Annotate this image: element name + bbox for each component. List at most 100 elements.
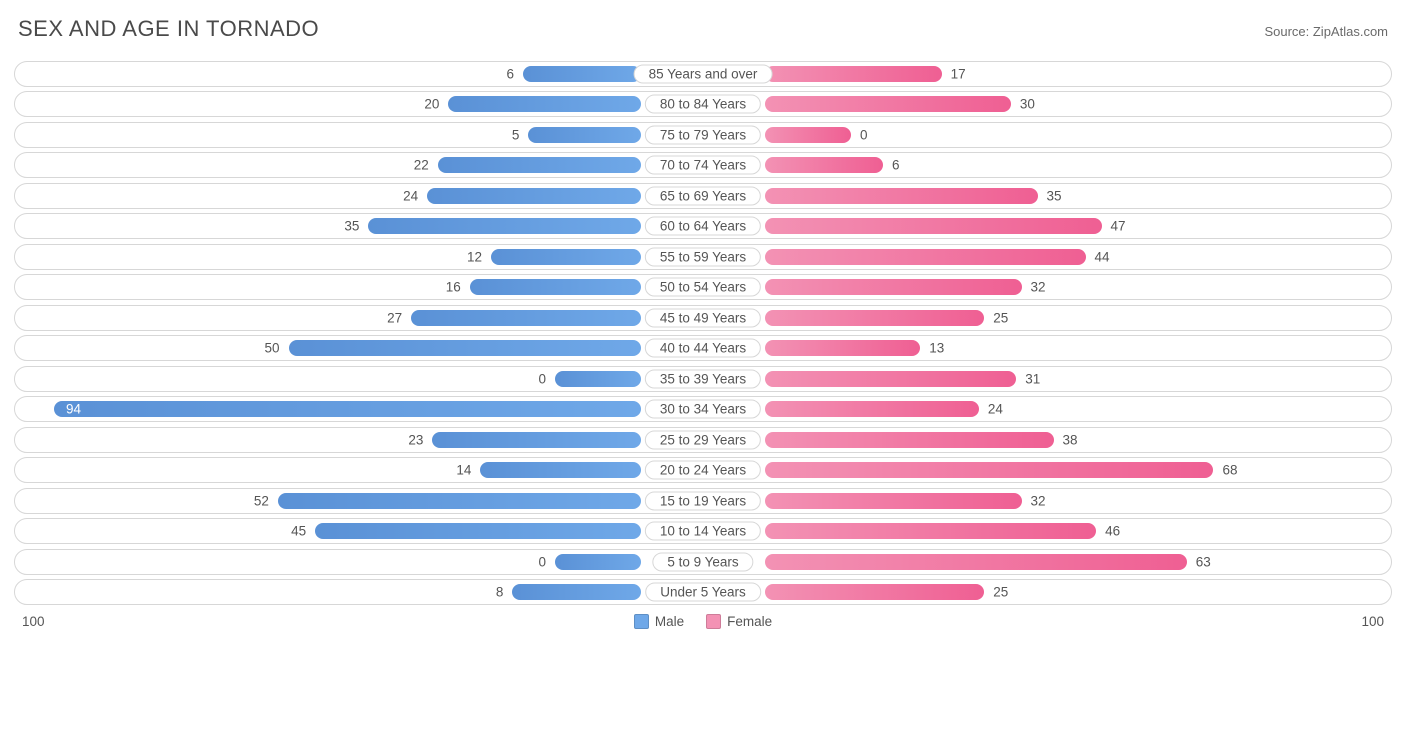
- legend-label: Male: [655, 614, 684, 629]
- male-bar: [427, 188, 641, 204]
- male-bar: [438, 157, 641, 173]
- chart-row: 20 to 24 Years1468: [14, 457, 1392, 483]
- age-group-label: 65 to 69 Years: [645, 186, 761, 205]
- male-value: 8: [496, 585, 504, 600]
- male-bar: [289, 340, 642, 356]
- female-value: 17: [951, 66, 966, 81]
- chart-row: 80 to 84 Years2030: [14, 91, 1392, 117]
- female-value: 32: [1031, 280, 1046, 295]
- axis-left-max: 100: [22, 614, 45, 629]
- female-value: 35: [1047, 188, 1062, 203]
- age-group-label: 25 to 29 Years: [645, 430, 761, 449]
- male-value: 16: [446, 280, 461, 295]
- male-bar: [368, 218, 641, 234]
- male-bar: [523, 66, 641, 82]
- female-value: 13: [929, 341, 944, 356]
- chart-row: 75 to 79 Years50: [14, 122, 1392, 148]
- female-value: 63: [1196, 554, 1211, 569]
- male-value: 45: [291, 524, 306, 539]
- legend-swatch: [706, 614, 721, 629]
- chart-row: 40 to 44 Years5013: [14, 335, 1392, 361]
- male-bar: [448, 96, 641, 112]
- chart-row: 70 to 74 Years 22 6: [14, 152, 1392, 178]
- female-value: 68: [1222, 463, 1237, 478]
- age-group-label: 30 to 34 Years: [645, 400, 761, 419]
- female-value: 38: [1063, 432, 1078, 447]
- chart-row: 5 to 9 Years 0 63: [14, 549, 1392, 575]
- male-bar: [278, 493, 641, 509]
- chart-row: 10 to 14 Years 45 46: [14, 518, 1392, 544]
- male-value: 22: [414, 158, 429, 173]
- chart-row: 60 to 64 Years3547: [14, 213, 1392, 239]
- legend-item: Male: [634, 614, 684, 629]
- male-bar: [480, 462, 641, 478]
- male-bar: [432, 432, 641, 448]
- age-group-label: 80 to 84 Years: [645, 95, 761, 114]
- male-bar: [491, 249, 641, 265]
- male-value: 12: [467, 249, 482, 264]
- male-value: 27: [387, 310, 402, 325]
- chart-row: 45 to 49 Years2725: [14, 305, 1392, 331]
- male-bar: [315, 523, 641, 539]
- male-bar: [528, 127, 641, 143]
- male-value: 35: [344, 219, 359, 234]
- female-bar: [765, 493, 1022, 509]
- age-group-label: 10 to 14 Years: [645, 522, 761, 541]
- female-value: 25: [993, 585, 1008, 600]
- female-value: 25: [993, 310, 1008, 325]
- female-bar: [765, 127, 851, 143]
- female-value: 6: [892, 158, 900, 173]
- male-bar: [512, 584, 641, 600]
- age-group-label: 55 to 59 Years: [645, 247, 761, 266]
- female-value: 47: [1111, 219, 1126, 234]
- chart-row: Under 5 Years 8 25: [14, 579, 1392, 605]
- female-bar: [765, 523, 1096, 539]
- axis-right-max: 100: [1361, 614, 1384, 629]
- chart-source: Source: ZipAtlas.com: [1264, 24, 1388, 39]
- legend-label: Female: [727, 614, 772, 629]
- age-group-label: Under 5 Years: [645, 583, 761, 602]
- female-bar: [765, 310, 984, 326]
- female-bar: [765, 432, 1054, 448]
- chart-title: SEX AND AGE IN TORNADO: [18, 16, 319, 42]
- female-bar: [765, 279, 1022, 295]
- male-value: 0: [538, 371, 546, 386]
- female-bar: [765, 249, 1086, 265]
- female-bar: [765, 218, 1102, 234]
- chart-row: 50 to 54 Years 16 32: [14, 274, 1392, 300]
- chart-row: 85 Years and over617: [14, 61, 1392, 87]
- male-value: 6: [507, 66, 515, 81]
- male-value: 14: [456, 463, 471, 478]
- female-value: 30: [1020, 97, 1035, 112]
- chart-row: 55 to 59 Years1244: [14, 244, 1392, 270]
- age-group-label: 5 to 9 Years: [652, 552, 753, 571]
- male-value: 24: [403, 188, 418, 203]
- male-value: 5: [512, 127, 520, 142]
- female-value: 24: [988, 402, 1003, 417]
- female-bar: [765, 157, 883, 173]
- male-bar: [54, 401, 641, 417]
- female-value: 31: [1025, 371, 1040, 386]
- female-bar: [765, 66, 942, 82]
- female-bar: [765, 401, 979, 417]
- age-group-label: 35 to 39 Years: [645, 369, 761, 388]
- female-bar: [765, 188, 1038, 204]
- female-bar: [765, 584, 984, 600]
- male-value: 0: [538, 554, 546, 569]
- age-group-label: 40 to 44 Years: [645, 339, 761, 358]
- male-value: 94: [66, 402, 81, 417]
- chart-row: 35 to 39 Years 0 31: [14, 366, 1392, 392]
- age-group-label: 70 to 74 Years: [645, 156, 761, 175]
- male-value: 23: [408, 432, 423, 447]
- female-value: 32: [1031, 493, 1046, 508]
- age-group-label: 15 to 19 Years: [645, 491, 761, 510]
- female-value: 46: [1105, 524, 1120, 539]
- male-bar: [470, 279, 641, 295]
- male-bar: [411, 310, 641, 326]
- male-bar: [555, 371, 641, 387]
- female-bar: [765, 554, 1187, 570]
- male-bar: [555, 554, 641, 570]
- age-group-label: 50 to 54 Years: [645, 278, 761, 297]
- chart-row: 25 to 29 Years 23 38: [14, 427, 1392, 453]
- female-bar: [765, 371, 1016, 387]
